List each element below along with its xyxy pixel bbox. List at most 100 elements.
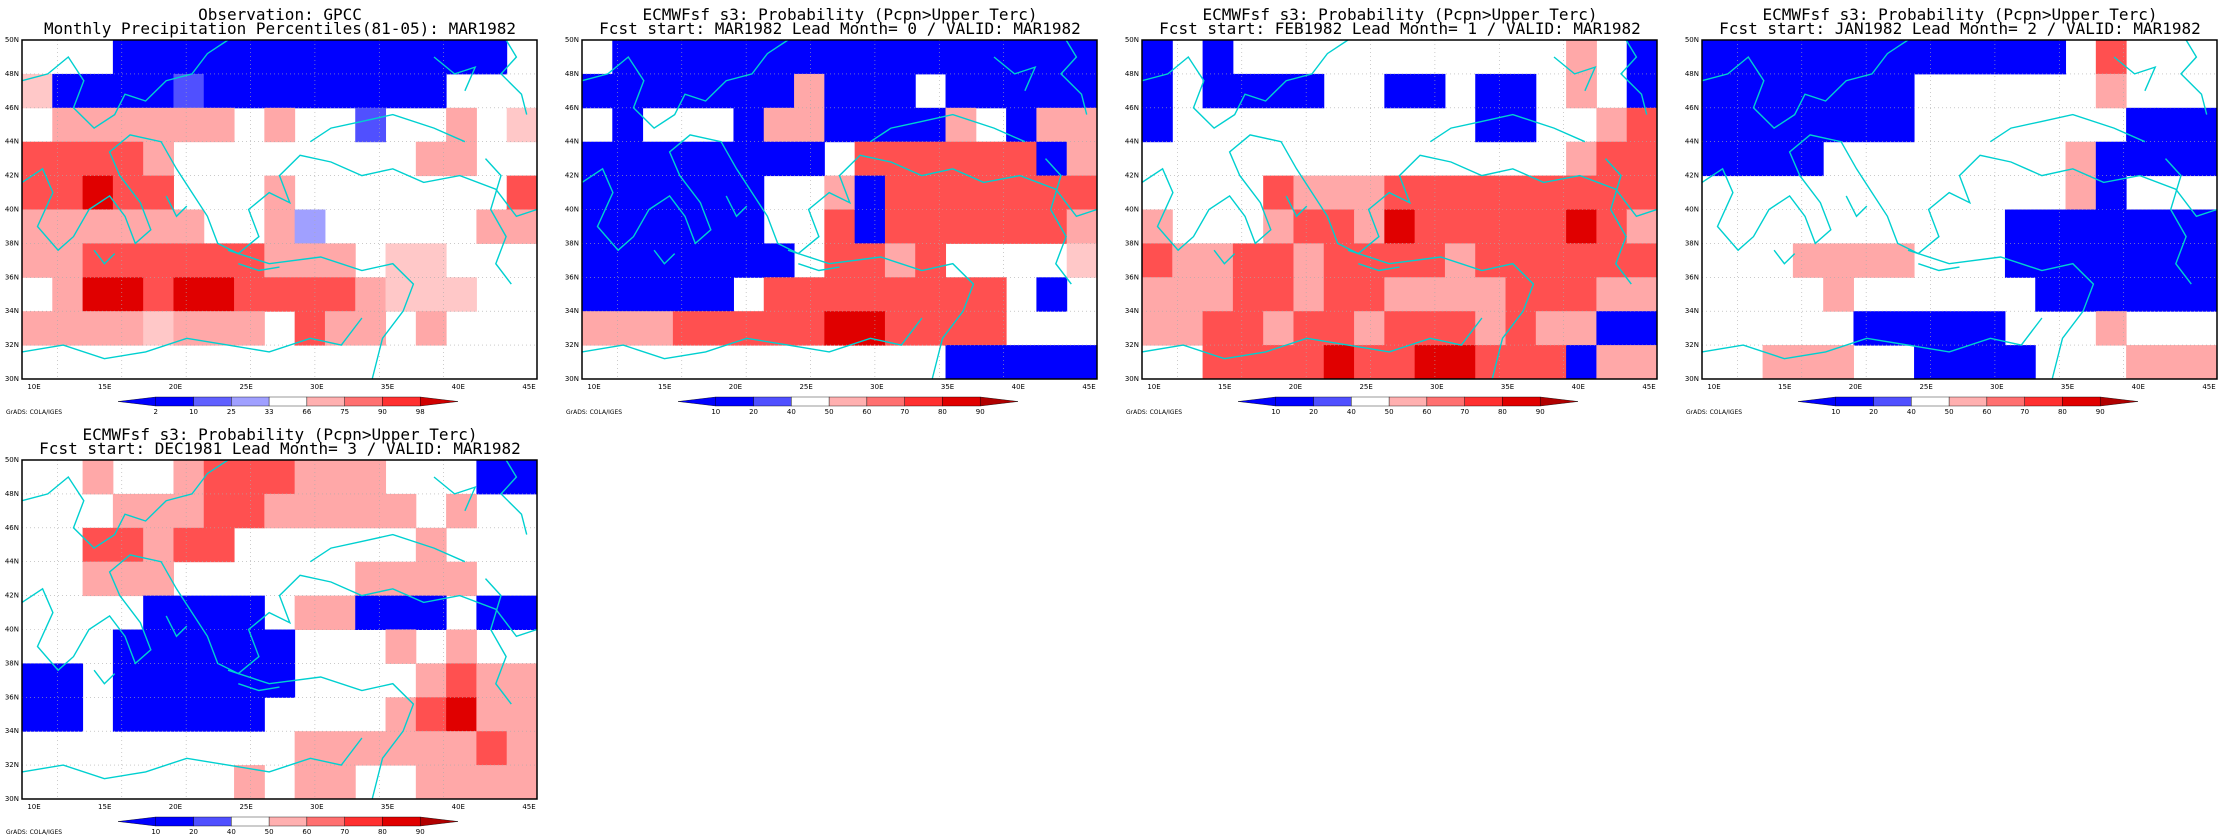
colorbar-arrow-right [980, 396, 1019, 407]
grid-cell [1036, 277, 1068, 312]
grid-cell [1626, 73, 1658, 109]
grid-cell [446, 40, 477, 75]
map-frame [1701, 39, 2218, 380]
grid-cell [854, 107, 886, 143]
grid-cell [733, 209, 765, 244]
colorbar-segment [1835, 396, 1874, 407]
lon-tick-label: 35E [381, 383, 394, 391]
grid-cell [794, 311, 825, 346]
grid-cell [1006, 209, 1037, 244]
grid-cell [1823, 277, 1854, 312]
grid-cell [234, 460, 265, 495]
lon-tick-label: 25E [239, 803, 252, 811]
grid-cell [2156, 107, 2188, 143]
grid-cell [1883, 311, 1915, 346]
grid-cell [264, 107, 296, 143]
grid-cell [672, 243, 704, 278]
grid-cell [642, 311, 674, 346]
grid-cell [294, 40, 326, 75]
grid-cell [1414, 243, 1446, 278]
grid-cell [733, 141, 765, 177]
grid-cell [415, 527, 447, 563]
grid-cell [506, 663, 538, 698]
grid-cell [143, 663, 174, 698]
colorbar-segment [155, 816, 194, 827]
grid-cell [52, 697, 84, 732]
grid-cell [975, 311, 1007, 346]
grid-cell [1263, 345, 1294, 380]
coastline [1553, 56, 1597, 92]
coastline [310, 113, 466, 143]
grid-cell [2156, 209, 2188, 244]
coastline [165, 615, 188, 638]
grid-cell [945, 73, 977, 109]
lon-tick-label: 30E [1430, 383, 1443, 391]
map-svg: ECMWFsf s3: Probability (Pcpn>Upper Terc… [5, 425, 538, 836]
credit-label: GrADS: COLA/IGES [1686, 409, 1742, 416]
grid-cell [1535, 243, 1567, 278]
lon-tick-label: 30E [1990, 383, 2003, 391]
grid-cell [476, 697, 508, 732]
lon-tick-label: 45E [1082, 383, 1095, 391]
colorbar-label: 60 [1982, 408, 1991, 416]
grid-cell [446, 277, 477, 312]
colorbar-segment [2024, 396, 2063, 407]
grid-cell [794, 73, 825, 109]
grid-cell [824, 209, 856, 244]
grid-cell [915, 175, 947, 210]
grid-cell [854, 73, 886, 109]
grid-cell [1036, 209, 1068, 244]
grid-cell [173, 629, 205, 664]
coastline [21, 39, 229, 129]
grid-cell [355, 277, 387, 312]
lon-tick-label: 45E [1642, 383, 1655, 391]
grid-cell [763, 277, 795, 312]
panel-lead1: ECMWFsf s3: Probability (Pcpn>Upper Terc… [1120, 0, 1680, 420]
grid-cell [324, 73, 356, 109]
grid-cell [854, 141, 886, 177]
grid-cell [82, 460, 114, 495]
grid-cell [52, 141, 84, 177]
colorbar: 2 10 25 33 66 75 90 98 [117, 396, 459, 416]
grid-cell [234, 73, 265, 109]
grid-cell [1354, 209, 1385, 244]
lat-tick-label: 30N [1685, 375, 1699, 383]
lat-tick-label: 46N [1125, 104, 1139, 112]
map-svg: ECMWFsf s3: Probability (Pcpn>Upper Terc… [1125, 5, 1658, 416]
lat-tick-label: 42N [5, 592, 19, 600]
grid-cell [1944, 311, 1976, 346]
grid-cell [1475, 209, 1507, 244]
coastline [870, 113, 1026, 143]
grid-cell [1505, 107, 1537, 143]
grid-cell [1792, 40, 1824, 75]
colorbar-label: 90 [1536, 408, 1545, 416]
lon-tick-label: 20E [729, 383, 742, 391]
grid-cell [2095, 40, 2127, 75]
grid-cell [1475, 345, 1507, 380]
grid-cell [824, 73, 856, 109]
grid-cell [1762, 345, 1794, 380]
colorbar-segment [1948, 396, 1988, 407]
lat-tick-label: 48N [565, 70, 579, 78]
lon-tick-label: 20E [1849, 383, 1862, 391]
grid-cell [884, 107, 916, 143]
grid-cell [415, 73, 447, 109]
grid-cell [1202, 311, 1234, 346]
grid-cell [506, 175, 538, 210]
grid-cell [1792, 243, 1824, 278]
lat-tick-label: 38N [565, 239, 579, 247]
grid-cell [1535, 345, 1567, 380]
grid-cell [1702, 40, 1733, 75]
coastline [1285, 195, 1308, 218]
colorbar-segment [715, 396, 754, 407]
grid-cell [143, 595, 174, 630]
colorbar-segment [1275, 396, 1314, 407]
grid-cell [612, 73, 644, 109]
grid-cell [1232, 345, 1264, 380]
lat-tick-label: 40N [5, 626, 19, 634]
grid-cell [234, 311, 265, 346]
grid-cell [1883, 107, 1915, 143]
grid-cell [22, 311, 53, 346]
grid-cell [415, 765, 447, 800]
colorbar-segment [866, 396, 905, 407]
